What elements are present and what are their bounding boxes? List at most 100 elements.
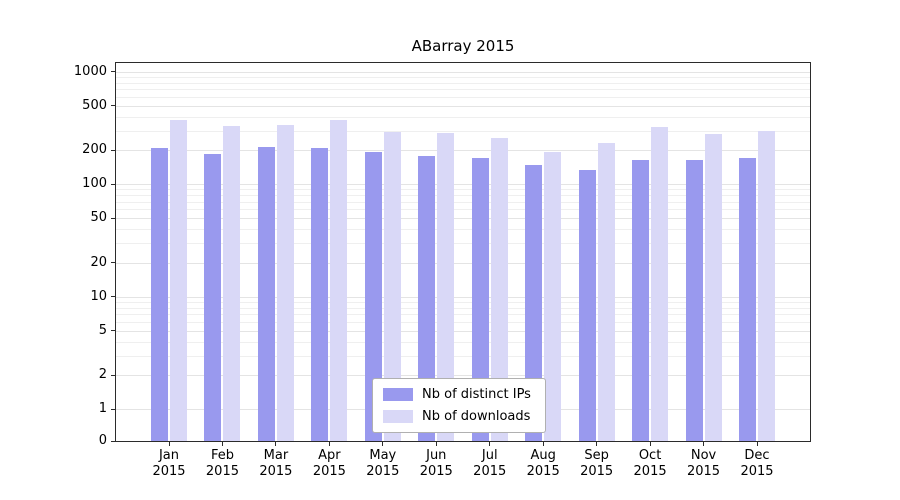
y-tick-mark: [111, 105, 115, 107]
major-gridline: [116, 375, 810, 377]
bar-distinct-ips-aug: [525, 165, 543, 441]
y-tick-label: 200: [82, 142, 107, 158]
minor-gridline: [116, 195, 810, 197]
y-tick-label: 1: [98, 401, 107, 417]
x-tick-label: Apr 2015: [312, 448, 346, 479]
major-gridline: [116, 262, 810, 264]
x-tick-label: Feb 2015: [205, 448, 239, 479]
x-tick-label: Aug 2015: [526, 448, 560, 479]
bar-distinct-ips-sep: [578, 169, 596, 441]
x-tick-label: Jan 2015: [152, 448, 186, 479]
y-tick-label: 100: [82, 176, 107, 192]
legend-label-distinct-ips: Nb of distinct IPs: [422, 387, 531, 402]
bar-downloads-apr: [330, 119, 348, 441]
x-tick-label: Oct 2015: [633, 448, 667, 479]
bar-distinct-ips-may: [364, 151, 382, 441]
bar-distinct-ips-apr: [311, 148, 329, 441]
x-tick-mark: [489, 442, 491, 446]
y-tick-label: 1000: [73, 63, 107, 79]
y-tick-mark: [111, 71, 115, 73]
bar-downloads-oct: [651, 126, 669, 441]
minor-gridline: [116, 201, 810, 203]
minor-gridline: [116, 116, 810, 118]
major-gridline: [116, 296, 810, 298]
minor-gridline: [116, 321, 810, 323]
major-gridline: [116, 150, 810, 152]
x-tick-mark: [328, 442, 330, 446]
y-tick-label: 0: [98, 433, 107, 448]
minor-gridline: [116, 301, 810, 303]
y-tick-mark: [111, 408, 115, 410]
bar-downloads-feb: [223, 126, 241, 441]
minor-gridline: [116, 82, 810, 84]
legend-label-downloads: Nb of downloads: [422, 409, 531, 424]
bar-distinct-ips-jul: [471, 157, 489, 441]
legend-item-downloads: Nb of downloads: [383, 409, 531, 424]
minor-gridline: [116, 89, 810, 91]
x-tick-mark: [168, 442, 170, 446]
y-tick-label: 5: [98, 322, 107, 338]
x-tick-mark: [542, 442, 544, 446]
major-gridline: [116, 184, 810, 186]
bar-downloads-jun: [437, 133, 455, 441]
bar-downloads-mar: [276, 125, 294, 441]
y-tick-mark: [111, 440, 115, 442]
y-tick-label: 20: [90, 254, 107, 270]
x-tick-mark: [703, 442, 705, 446]
x-tick-mark: [275, 442, 277, 446]
legend-swatch-downloads: [383, 410, 413, 423]
y-tick-mark: [111, 217, 115, 219]
x-tick-mark: [221, 442, 223, 446]
chart-title: ABarray 2015: [411, 37, 515, 55]
y-tick-mark: [111, 374, 115, 376]
y-tick-label: 2: [98, 367, 107, 383]
y-tick-mark: [111, 296, 115, 298]
bar-distinct-ips-oct: [632, 159, 650, 441]
bar-distinct-ips-jan: [151, 148, 168, 441]
legend: Nb of distinct IPs Nb of downloads: [372, 378, 546, 433]
y-tick-mark: [111, 262, 115, 264]
bar-downloads-dec: [758, 130, 775, 441]
y-tick-mark: [111, 183, 115, 185]
major-gridline: [116, 218, 810, 220]
x-tick-mark: [649, 442, 651, 446]
minor-gridline: [116, 77, 810, 79]
y-tick-mark: [111, 149, 115, 151]
bar-distinct-ips-feb: [204, 154, 222, 441]
legend-item-distinct-ips: Nb of distinct IPs: [383, 387, 531, 402]
x-tick-label: Mar 2015: [259, 448, 293, 479]
y-tick-label: 10: [90, 288, 107, 304]
x-tick-mark: [435, 442, 437, 446]
bar-downloads-aug: [544, 151, 562, 441]
x-tick-label: Nov 2015: [686, 448, 721, 479]
major-gridline: [116, 105, 810, 107]
minor-gridline: [116, 189, 810, 191]
minor-gridline: [116, 355, 810, 357]
bar-downloads-sep: [597, 143, 615, 441]
bar-distinct-ips-jun: [418, 155, 436, 441]
minor-gridline: [116, 341, 810, 343]
y-tick-mark: [111, 330, 115, 332]
minor-gridline: [116, 314, 810, 316]
y-tick-label: 500: [82, 97, 107, 113]
plot-area: Nb of distinct IPs Nb of downloads: [115, 62, 811, 442]
x-tick-label: May 2015: [366, 448, 400, 479]
minor-gridline: [116, 243, 810, 245]
x-tick-mark: [382, 442, 384, 446]
major-gridline: [116, 71, 810, 73]
x-tick-mark: [756, 442, 758, 446]
x-tick-label: Dec 2015: [740, 448, 774, 479]
minor-gridline: [116, 307, 810, 309]
x-tick-label: Jul 2015: [473, 448, 507, 479]
x-tick-label: Sep 2015: [580, 448, 614, 479]
bar-downloads-jul: [490, 137, 508, 441]
bar-distinct-ips-nov: [685, 159, 703, 441]
bar-downloads-may: [383, 132, 401, 441]
bar-distinct-ips-dec: [739, 157, 756, 441]
bar-downloads-nov: [704, 134, 722, 441]
y-tick-label: 50: [90, 210, 107, 226]
legend-swatch-distinct-ips: [383, 388, 413, 401]
bar-downloads-jan: [170, 120, 187, 441]
x-tick-label: Jun 2015: [419, 448, 453, 479]
